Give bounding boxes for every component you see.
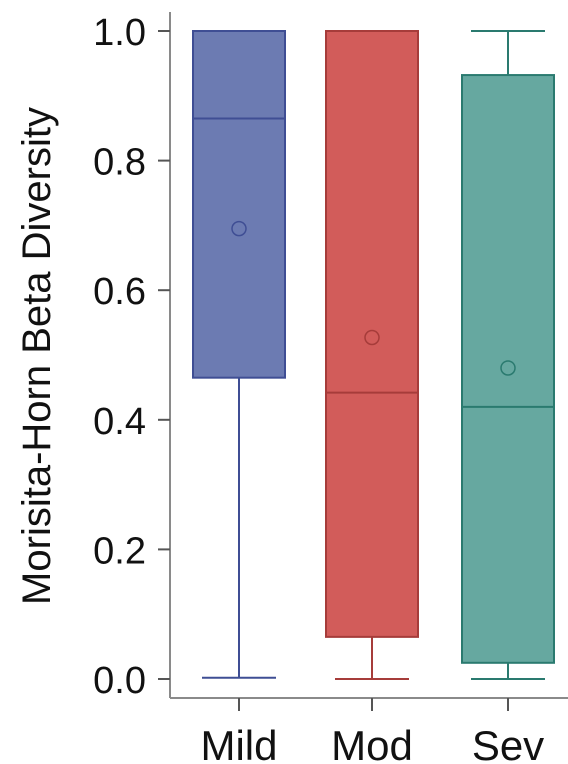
box-sev [461, 30, 555, 680]
mean-marker [364, 329, 380, 346]
y-ticks: 0.0 0.2 0.4 0.6 0.8 1.0 [93, 12, 170, 702]
y-tick-label: 0.8 [93, 142, 146, 184]
y-axis-label: Morisita-Horn Beta Diversity [15, 107, 59, 605]
mean-marker [500, 360, 516, 376]
x-tick-label: Mod [331, 722, 413, 764]
y-tick-label: 1.0 [93, 12, 146, 54]
box-mild [192, 30, 286, 679]
y-tick-label: 0.0 [93, 660, 146, 702]
box-body [325, 30, 419, 638]
box-body [461, 74, 555, 664]
box-body [192, 30, 286, 379]
y-tick-label: 0.4 [93, 401, 146, 443]
mean-marker [231, 220, 247, 237]
box-mod [325, 30, 419, 680]
x-ticks: Mild Mod Sev [200, 698, 544, 764]
y-tick-label: 0.6 [93, 271, 146, 313]
boxes [192, 30, 555, 680]
x-tick-label: Sev [472, 722, 544, 764]
x-tick-label: Mild [200, 722, 277, 764]
y-tick-label: 0.2 [93, 530, 146, 572]
